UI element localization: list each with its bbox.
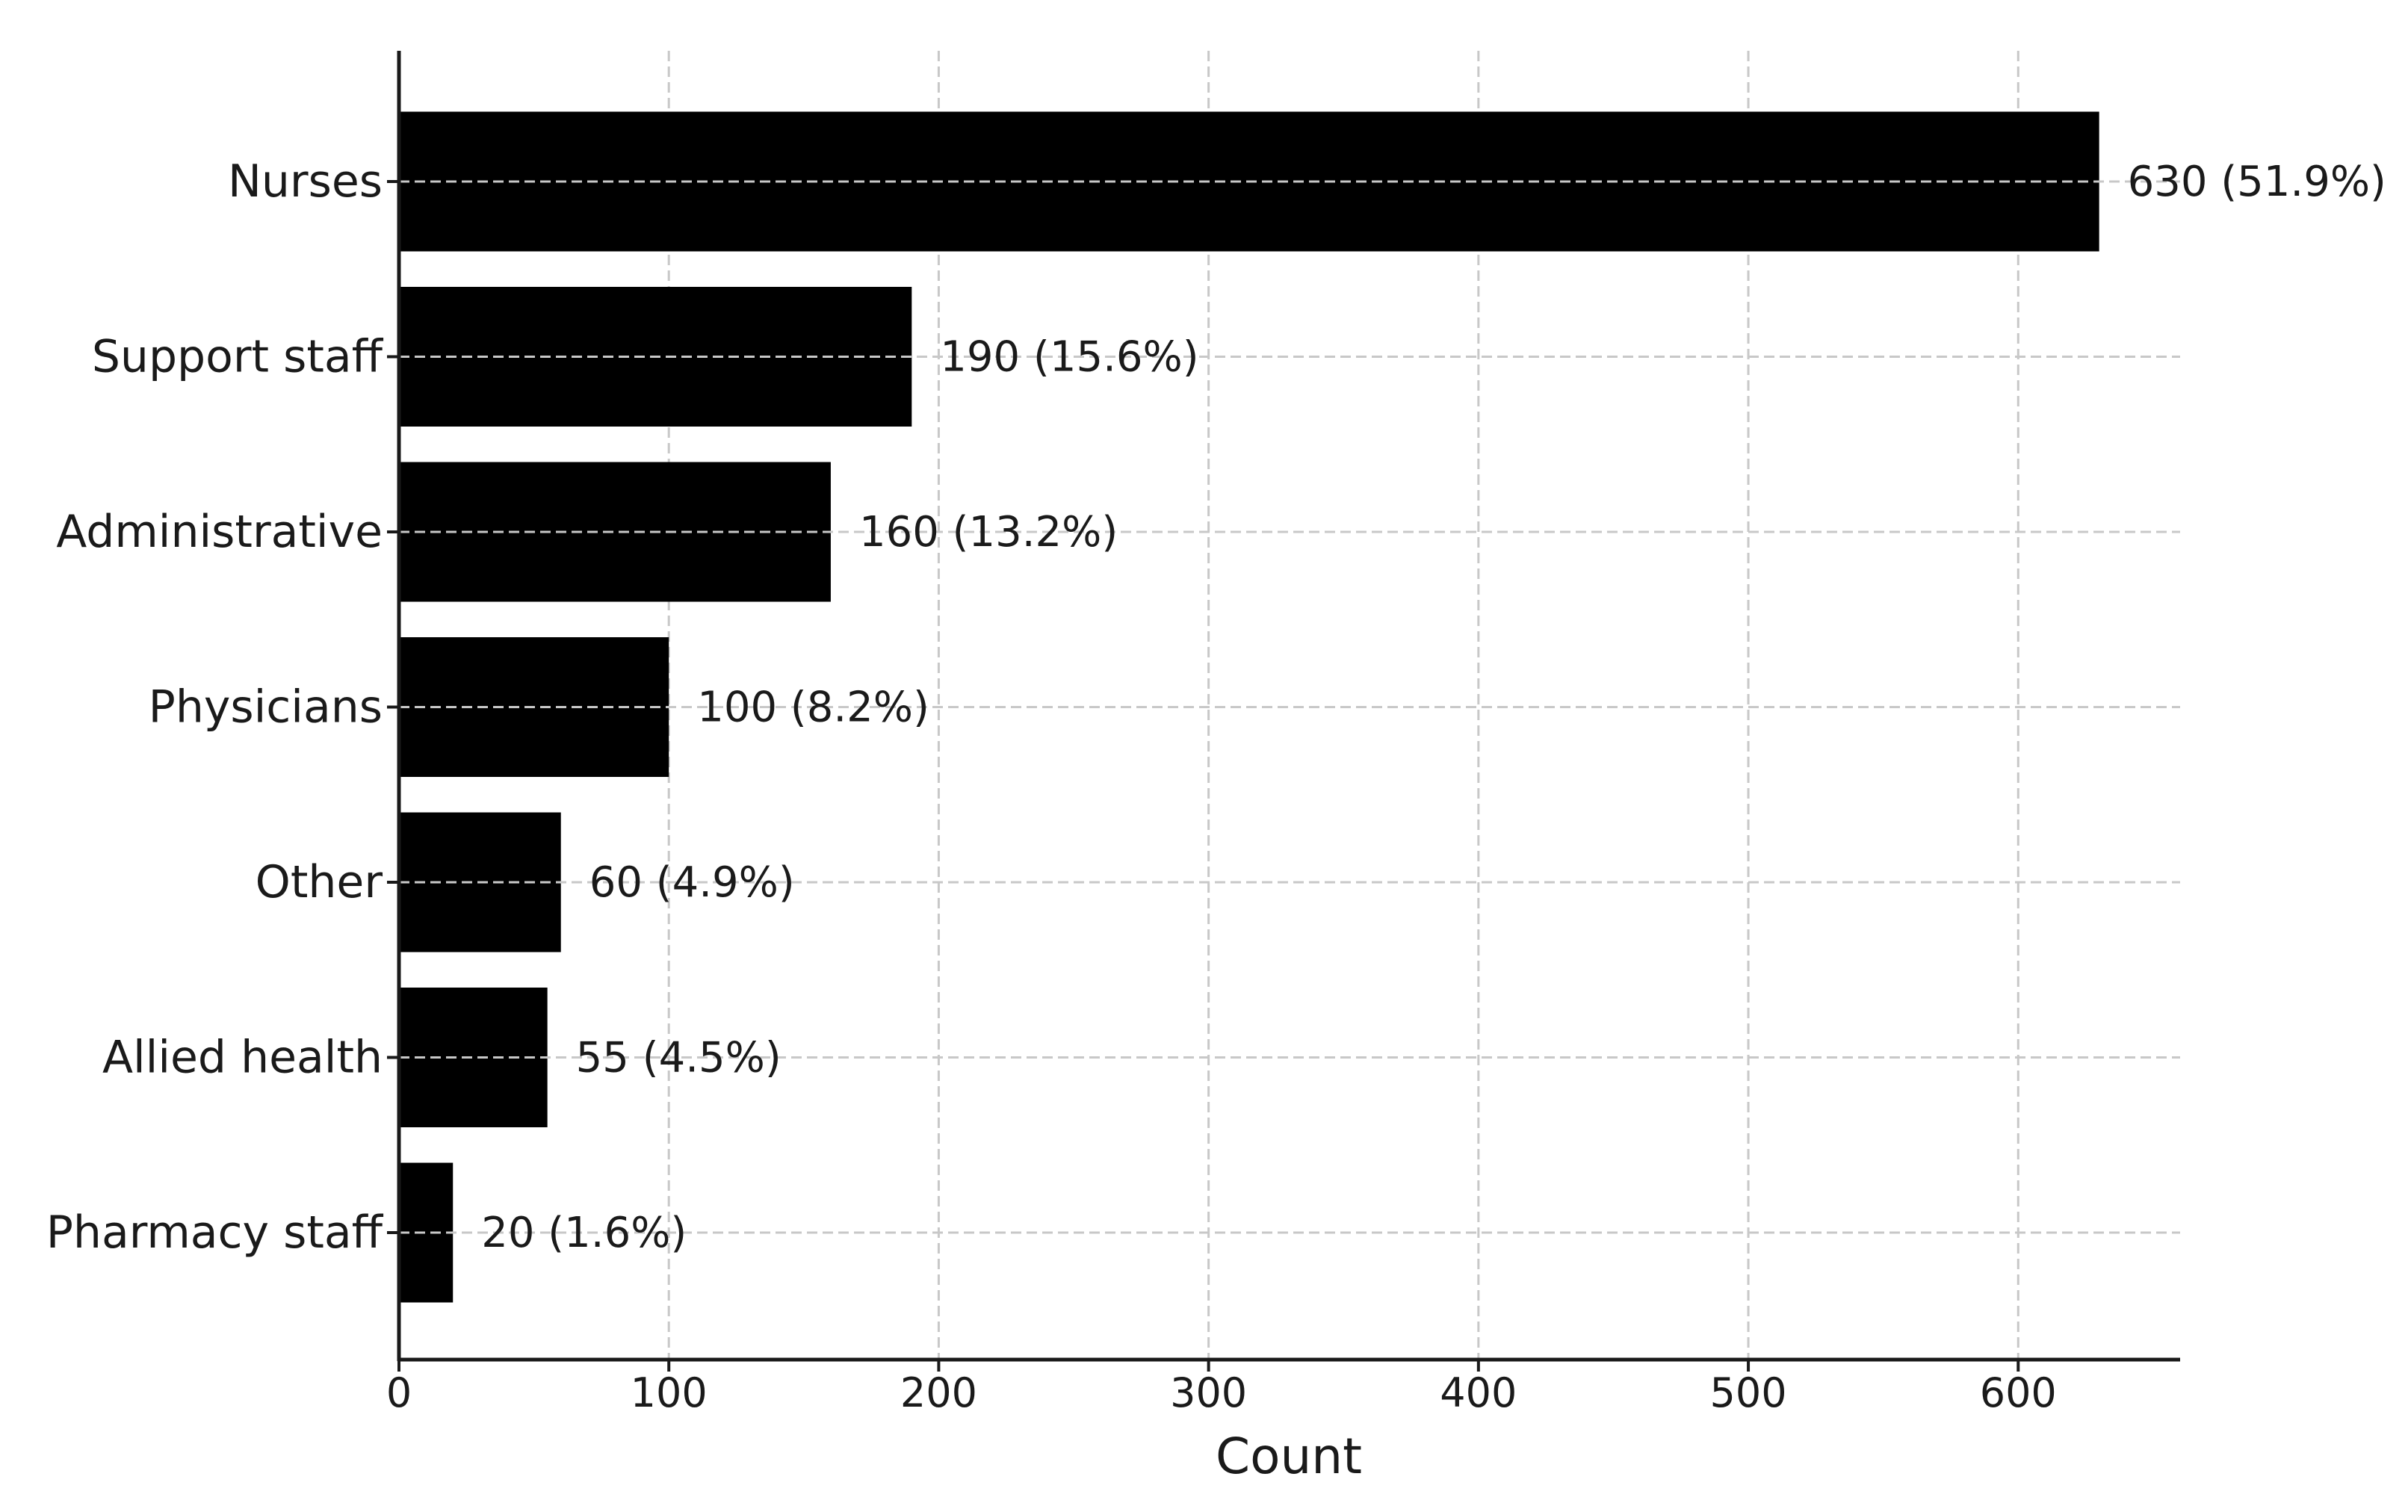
x-tick-label: 600 xyxy=(1980,1369,2057,1416)
x-tick-label: 100 xyxy=(631,1369,708,1416)
data-label: 630 (51.9%) xyxy=(2128,158,2386,206)
data-label: 60 (4.9%) xyxy=(589,858,795,907)
labels: 0 100 200 300 400 500 600 Nurses 630 (51.9%) Supp… xyxy=(46,155,2386,1416)
x-tick-label: 400 xyxy=(1440,1369,1517,1416)
category-label: Support staff xyxy=(92,331,384,383)
category-grid-lines xyxy=(399,180,2180,1234)
data-label: 55 (4.5%) xyxy=(576,1034,781,1082)
x-tick-label: 0 xyxy=(386,1369,412,1416)
category-label: Pharmacy staff xyxy=(46,1206,384,1259)
x-axis-title: Count xyxy=(1216,1428,1362,1485)
category-label: Nurses xyxy=(228,155,383,208)
category-label: Physicians xyxy=(149,681,383,734)
category-label: Administrative xyxy=(56,506,383,558)
data-label: 160 (13.2%) xyxy=(859,508,1118,557)
x-tick-label: 300 xyxy=(1170,1369,1247,1416)
data-label: 190 (15.6%) xyxy=(940,333,1198,382)
x-tick-label: 500 xyxy=(1710,1369,1787,1416)
category-label: Allied health xyxy=(102,1032,383,1084)
x-tick-label: 200 xyxy=(900,1369,977,1416)
data-label: 100 (8.2%) xyxy=(697,684,929,732)
axes xyxy=(387,51,2180,1372)
category-label: Other xyxy=(256,856,383,908)
data-label: 20 (1.6%) xyxy=(481,1209,687,1257)
